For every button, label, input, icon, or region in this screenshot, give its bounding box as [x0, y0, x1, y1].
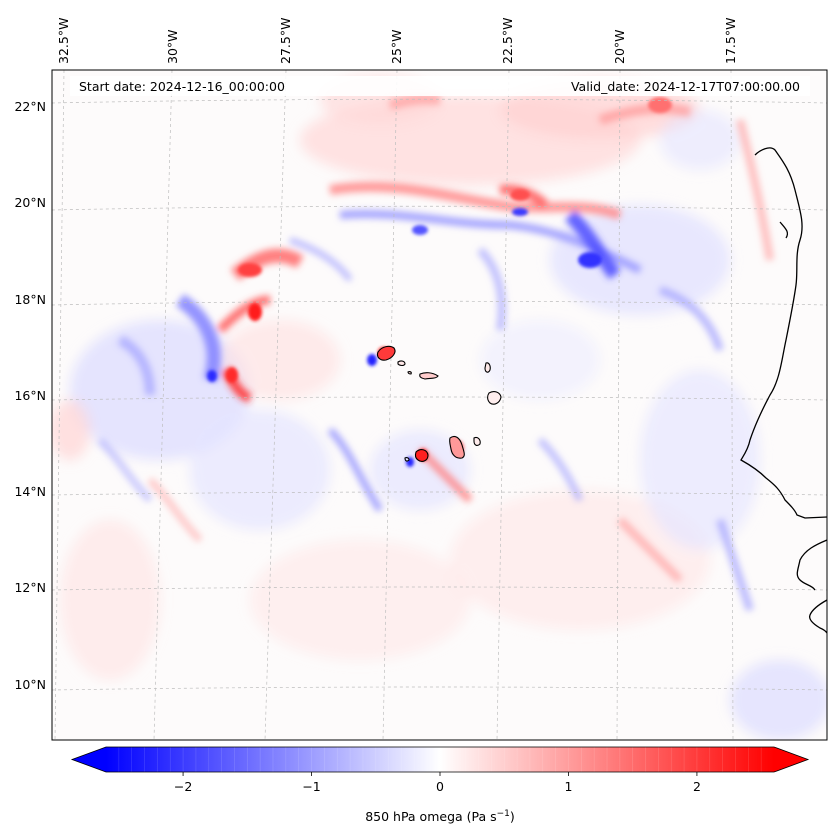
omega-broad-field: [52, 75, 827, 740]
map-frame: [51, 69, 828, 741]
lat-label-10n: 10°N: [14, 677, 46, 692]
colorbar-extend-min: [72, 747, 106, 772]
header-band: [70, 76, 810, 96]
island-sal: [484, 362, 491, 373]
lon-label-30w: 30°W: [165, 29, 180, 64]
longitude-labels: 32.5°W 30°W 27.5°W 25°W 22.5°W 20°W 17.5…: [56, 18, 738, 64]
colorbar-tick-label: 1: [564, 779, 572, 794]
colorbar-label: 850 hPa omega (Pa s−1): [365, 809, 515, 824]
colorbar-tick-label: −1: [302, 779, 320, 794]
island-santa-luzia: [407, 371, 412, 375]
lon-label-17-5w: 17.5°W: [723, 18, 738, 64]
island-sao-nicolau: [419, 372, 439, 380]
island-brava: [404, 457, 410, 462]
graticule: [51, 69, 828, 741]
lat-label-14n: 14°N: [14, 484, 46, 499]
latitude-labels: 22°N 20°N 18°N 16°N 14°N 12°N 10°N: [14, 99, 46, 692]
start-date-label: Start date: 2024-12-16_00:00:00: [79, 79, 285, 94]
lat-label-18n: 18°N: [14, 292, 46, 307]
lon-label-22-5w: 22.5°W: [500, 18, 515, 64]
lon-label-25w: 25°W: [389, 29, 404, 64]
lat-label-12n: 12°N: [14, 580, 46, 595]
colorbar-tick-label: −2: [174, 779, 192, 794]
lon-label-20w: 20°W: [612, 29, 627, 64]
island-maio: [473, 436, 481, 446]
colorbar-ticks: −2 −1 0 1 2: [174, 772, 701, 794]
lat-label-22n: 22°N: [14, 99, 46, 114]
island-santiago: [449, 435, 465, 459]
coastlines: [740, 147, 828, 634]
lon-label-27-5w: 27.5°W: [278, 18, 293, 64]
island-boa-vista: [487, 391, 502, 405]
colorbar-level-lines: [118, 747, 762, 772]
lat-label-16n: 16°N: [14, 388, 46, 403]
island-sao-vicente: [397, 360, 406, 367]
colorbar-extend-max: [774, 747, 808, 772]
colorbar-tick-label: 0: [436, 779, 444, 794]
cape-verde-islands: [376, 345, 502, 462]
map-panel[interactable]: Start date: 2024-12-16_00:00:00 Valid_da…: [50, 69, 830, 741]
africa-coastline: [740, 147, 828, 519]
lon-label-32-5w: 32.5°W: [56, 18, 71, 64]
colorbar-gradient: [106, 747, 774, 772]
colorbar-outline: [70, 746, 810, 773]
colorbar: −2 −1 0 1 2 850 hPa omega (Pa s−1): [70, 746, 810, 824]
island-fogo: [414, 449, 429, 462]
island-santo-antao: [376, 345, 396, 361]
lat-label-20n: 20°N: [14, 195, 46, 210]
valid-date-label: Valid_date: 2024-12-17T07:00:00.00: [571, 79, 800, 94]
colorbar-tick-label: 2: [693, 779, 701, 794]
